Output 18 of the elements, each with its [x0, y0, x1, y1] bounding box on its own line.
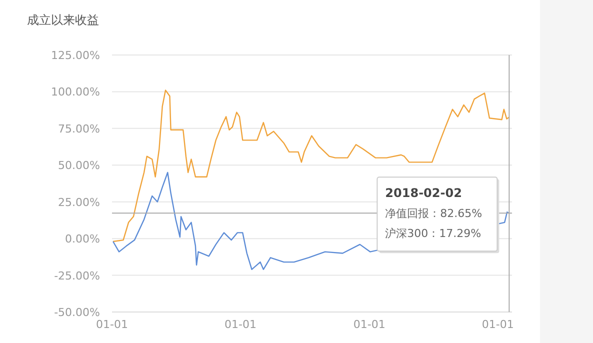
line-series	[112, 90, 510, 242]
y-tick-label: 75.00%	[58, 122, 100, 136]
y-tick-label: 125.00%	[51, 49, 100, 62]
y-tick-label: 25.00%	[58, 196, 100, 209]
annotation: 沪深300：17.29%	[385, 227, 482, 240]
x-tick-label: 01-01	[482, 318, 514, 331]
y-tick-label: -50.00%	[54, 306, 100, 319]
annotation: 净值回报：82.65%	[385, 207, 482, 220]
x-tick-label: 01-01	[353, 318, 386, 331]
y-tick-label: 0.00%	[65, 232, 100, 246]
chart-title: 成立以来收益	[27, 13, 99, 27]
annotation: 2018-02-02	[385, 186, 462, 200]
y-tick-label: -25.00%	[54, 269, 100, 282]
tooltip: 2018-02-02 净值回报：82.65% 沪深300：17.29%	[376, 176, 500, 254]
x-tick-label: 01-01	[224, 318, 257, 331]
y-tick-label: 100.00%	[51, 86, 100, 99]
y-tick-label: 50.00%	[58, 159, 100, 172]
x-tick-label: 01-01	[96, 318, 128, 331]
